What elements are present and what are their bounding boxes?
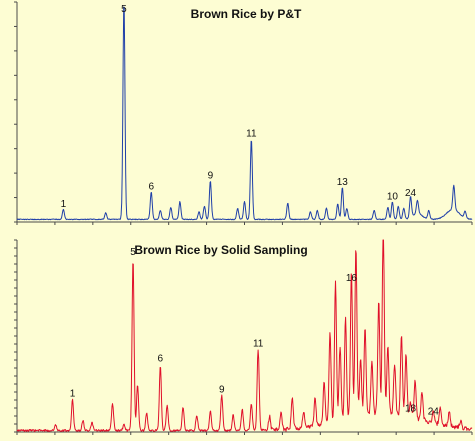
peak-label: 11 [253, 338, 264, 349]
peak-labels-solid-sampling: 1 5 6 9 11 16 18 24 [70, 247, 440, 417]
peak-labels-pt: 1 5 6 9 11 13 10 24 [61, 4, 417, 210]
peak-label: 9 [208, 171, 214, 182]
peak-label: 10 [387, 191, 399, 202]
chart-title-pt: Brown Rice by P&T [191, 7, 302, 21]
peak-label: 1 [61, 199, 67, 210]
peak-label: 24 [405, 188, 417, 199]
peak-label: 18 [405, 404, 417, 415]
peak-label: 5 [121, 4, 127, 15]
peak-label: 6 [148, 182, 154, 193]
axes-solid-sampling [14, 239, 473, 435]
chart-panel-pt: Brown Rice by P&T 1 5 6 9 11 13 10 24 [14, 1, 473, 225]
peak-label: 9 [219, 384, 225, 395]
peak-label: 11 [246, 129, 257, 140]
chart-title-solid-sampling: Brown Rice by Solid Sampling [134, 243, 307, 257]
peak-label: 24 [428, 407, 440, 418]
peak-label: 5 [130, 247, 136, 258]
peak-label: 16 [346, 273, 358, 284]
chromatogram-trace-solid-sampling [16, 239, 473, 432]
peak-label: 1 [70, 388, 76, 399]
peak-label: 6 [158, 354, 164, 365]
chart-panel-solid-sampling: Brown Rice by Solid Sampling 1 5 6 9 11 16 18 2… [14, 239, 473, 435]
axes-pt [14, 1, 473, 225]
chromatogram-trace-pt [16, 6, 473, 221]
peak-label: 13 [337, 177, 349, 188]
